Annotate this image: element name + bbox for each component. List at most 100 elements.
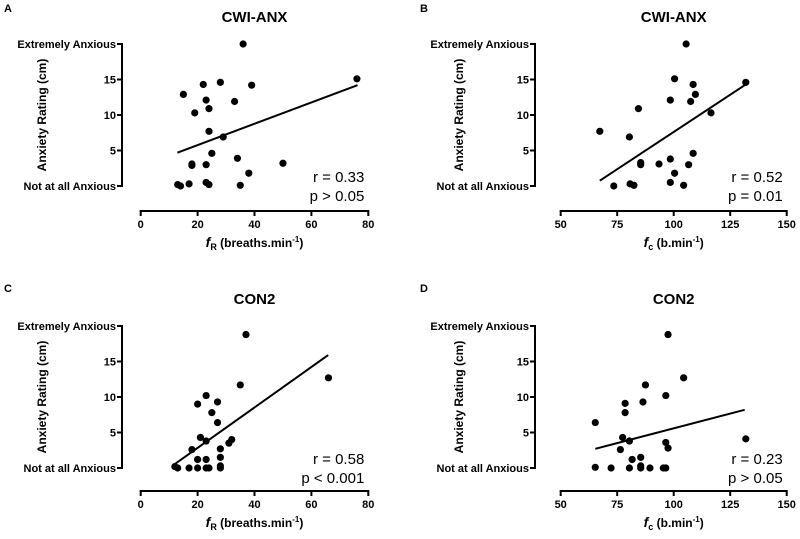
- panel-d: D CON2 Not at all Anxious 5 10 15 Extremely An…: [420, 283, 796, 532]
- panel-a: A CWI-ANX Not at all Anxious 5 10 15 Extremely…: [4, 3, 374, 252]
- data-point: [202, 96, 210, 104]
- data-point: [691, 90, 699, 99]
- x-tick-label: 0: [138, 499, 144, 511]
- y-axis-label: Anxiety Rating (cm): [452, 341, 466, 454]
- chart-title: CON2: [653, 291, 695, 308]
- data-point: [205, 105, 213, 113]
- stat-p: p > 0.05: [310, 188, 365, 205]
- x-tick-label: 75: [611, 499, 623, 511]
- data-point: [639, 398, 647, 406]
- regression-line: [173, 354, 329, 466]
- data-point: [742, 78, 750, 86]
- x-tick-label: 60: [305, 499, 317, 511]
- data-point: [628, 455, 636, 464]
- x-label-unit: (breaths.min: [217, 516, 292, 530]
- data-point: [610, 182, 618, 190]
- data-point: [689, 80, 697, 89]
- data-point: [202, 437, 210, 445]
- data-point: [213, 418, 222, 427]
- y-tick-label: Extremely Anxious: [17, 39, 116, 51]
- data-point: [662, 391, 670, 400]
- data-point: [662, 464, 670, 472]
- data-point: [242, 330, 250, 339]
- data-point: [216, 464, 224, 472]
- x-label-symbol: f: [644, 514, 650, 530]
- data-point: [637, 453, 645, 461]
- stat-r: r = 0.52: [731, 169, 782, 186]
- y-tick-label: Not at all Anxious: [24, 463, 117, 475]
- panel-letter: D: [420, 283, 428, 295]
- y-tick-label: Not at all Anxious: [437, 463, 530, 475]
- data-point: [205, 127, 213, 135]
- data-point: [671, 169, 679, 177]
- data-point: [239, 40, 247, 48]
- x-tick-label: 50: [555, 499, 567, 511]
- data-point: [625, 437, 634, 445]
- data-point: [228, 436, 236, 444]
- data-point: [248, 81, 256, 89]
- data-point: [179, 90, 187, 99]
- x-tick-label: 125: [721, 499, 739, 511]
- x-label-symbol: f: [644, 234, 650, 250]
- y-tick-label: 5: [110, 146, 116, 158]
- panel-c: C CON2 Not at all Anxious 5 10 15 Extremely An…: [4, 283, 374, 532]
- data-point: [185, 464, 193, 472]
- data-point: [245, 169, 253, 177]
- data-point: [216, 445, 224, 453]
- x-tick-label: 80: [362, 219, 374, 231]
- x-tick-label: 0: [138, 219, 144, 231]
- data-point: [196, 433, 205, 442]
- x-tick-label: 80: [362, 499, 374, 511]
- y-tick-label: Extremely Anxious: [17, 321, 116, 333]
- y-axis-label: Anxiety Rating (cm): [35, 341, 49, 454]
- data-point: [621, 399, 629, 407]
- y-tick-label: 10: [517, 392, 529, 404]
- y-tick-label: 5: [110, 428, 116, 440]
- data-point: [707, 109, 715, 117]
- stat-p: p < 0.001: [301, 470, 364, 487]
- data-point: [682, 40, 690, 48]
- data-point: [202, 161, 210, 169]
- data-point: [188, 445, 196, 454]
- data-point: [687, 97, 695, 106]
- data-point: [191, 109, 199, 117]
- y-tick-label: Not at all Anxious: [437, 181, 530, 193]
- data-point: [176, 182, 185, 190]
- data-point: [199, 80, 207, 89]
- data-point: [194, 400, 202, 408]
- data-point: [689, 149, 697, 157]
- x-axis-label: fc (b.min-1): [644, 234, 704, 252]
- x-label-superscript: -1: [292, 235, 300, 244]
- data-point: [616, 445, 624, 454]
- data-point: [219, 133, 227, 141]
- x-label-symbol: f: [206, 234, 212, 250]
- data-point: [607, 464, 615, 472]
- stat-p: p > 0.05: [728, 470, 783, 487]
- x-tick-label: 100: [665, 499, 683, 511]
- data-point: [202, 391, 210, 400]
- y-tick-label: 15: [104, 357, 116, 369]
- data-point: [625, 133, 634, 141]
- x-tick-label: 40: [248, 499, 260, 511]
- data-point: [662, 438, 670, 447]
- x-label-subscript: c: [648, 242, 653, 252]
- data-point: [194, 464, 202, 472]
- stat-p: p = 0.01: [728, 188, 783, 205]
- data-point: [213, 398, 222, 406]
- x-tick-label: 20: [191, 499, 203, 511]
- x-tick-label: 150: [778, 219, 796, 231]
- y-tick-label: 5: [523, 428, 529, 440]
- y-axis-label: Anxiety Rating (cm): [452, 59, 466, 172]
- stat-r: r = 0.33: [313, 169, 364, 186]
- data-point: [680, 181, 688, 189]
- panel-letter: B: [420, 3, 428, 15]
- x-label-subscript: R: [210, 242, 217, 252]
- x-axis-label: fR (breaths.min-1): [206, 514, 304, 532]
- regression-line: [595, 408, 745, 450]
- data-point: [685, 161, 693, 169]
- x-tick-label: 75: [611, 219, 623, 231]
- data-point: [205, 464, 213, 472]
- x-tick-label: 125: [721, 219, 739, 231]
- data-point: [742, 435, 750, 443]
- x-label-close: ): [700, 236, 704, 250]
